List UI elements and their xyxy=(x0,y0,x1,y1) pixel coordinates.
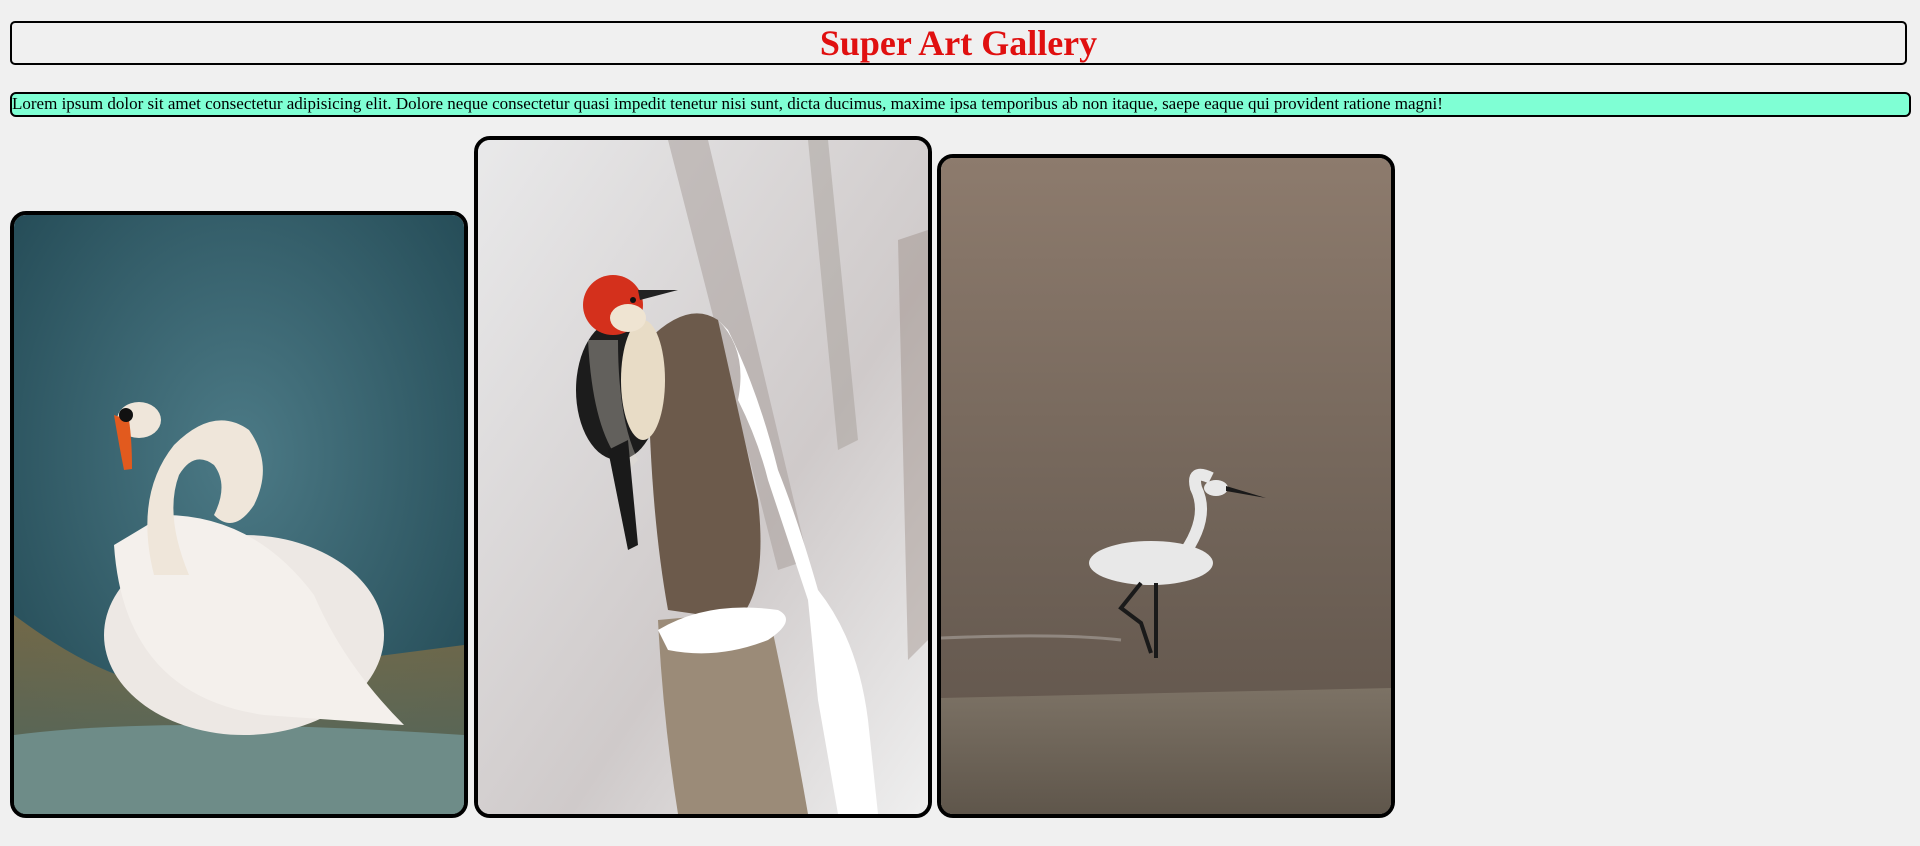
page-title: Super Art Gallery xyxy=(819,23,1098,63)
gallery-card-woodpecker xyxy=(474,136,932,818)
swan-photo xyxy=(14,215,464,814)
gallery-card-egret xyxy=(937,154,1395,818)
page-header: Super Art Gallery xyxy=(10,21,1907,65)
egret-photo xyxy=(941,158,1391,814)
intro-paragraph: Lorem ipsum dolor sit amet consectetur a… xyxy=(10,92,1911,117)
woodpecker-photo xyxy=(478,140,928,814)
gallery-card-swan xyxy=(10,211,468,818)
